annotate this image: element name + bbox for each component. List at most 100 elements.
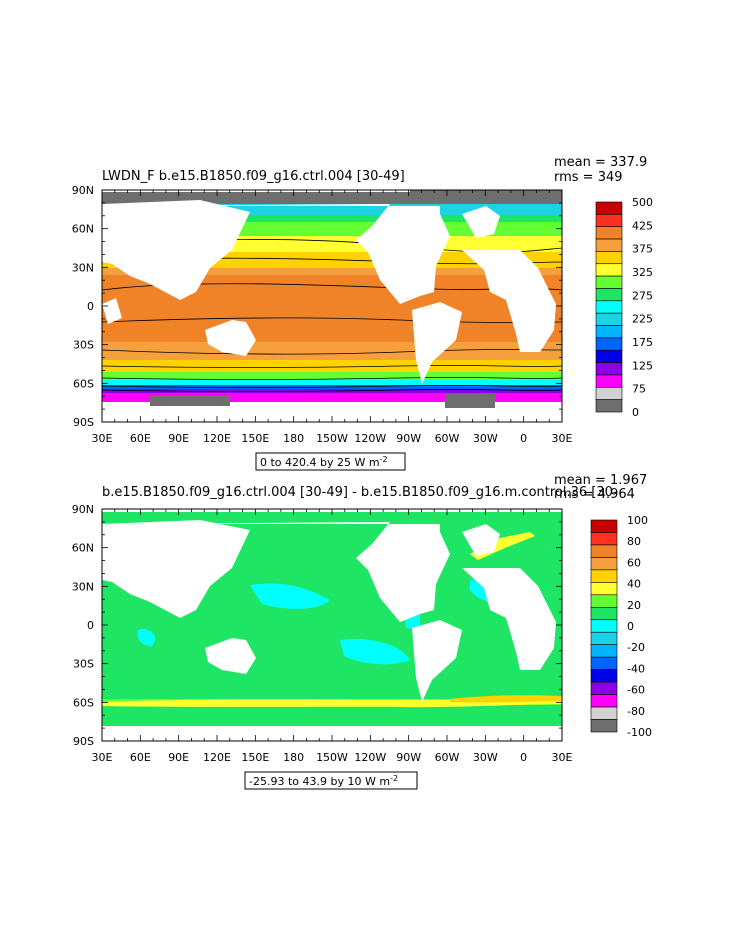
colorbar-label: 425 (632, 219, 653, 232)
colorbar-label: -80 (627, 705, 645, 718)
x-tick-label: 180 (283, 432, 304, 445)
colorbar-label: 375 (632, 243, 653, 256)
colorbar-swatch (590, 631, 618, 646)
colorbar-swatch (595, 362, 623, 376)
colorbar-swatch (590, 569, 618, 583)
colorbar-swatch (590, 669, 618, 683)
x-tick-label: 60E (130, 432, 151, 445)
panel-1-map (102, 190, 562, 422)
colorbar-label: 20 (627, 599, 641, 612)
x-tick-label: 30W (473, 751, 498, 764)
x-tick-label: 90W (396, 751, 421, 764)
colorbar-swatch (595, 325, 623, 339)
panel-2-mean: mean = 1.967 (554, 473, 647, 488)
x-tick-label: 120E (203, 432, 231, 445)
colorbar-swatch (590, 594, 618, 608)
colorbar-label: 40 (627, 578, 641, 591)
panel-1: LWDN_F b.e15.B1850.f09_g16.ctrl.004 [30-… (72, 155, 653, 471)
colorbar-swatch (590, 706, 618, 720)
x-tick-label: 180 (283, 751, 304, 764)
colorbar-label: 275 (632, 289, 653, 302)
panel-1-range-label: 0 to 420.4 by 25 W m-2 (260, 455, 388, 469)
colorbar-swatch (590, 656, 618, 670)
colorbar-swatch (595, 399, 623, 413)
panel-2-rms: rms = 4.964 (554, 487, 635, 502)
colorbar-label: 75 (632, 383, 646, 396)
colorbar-swatch (590, 694, 618, 708)
colorbar-swatch (590, 719, 618, 733)
panel-1-y-axis: 90N 60N 30N 0 30S 60S 90S (72, 184, 562, 429)
panel-2: b.e15.B1850.f09_g16.ctrl.004 [30-49] - b… (72, 473, 652, 790)
panel-1-mean: mean = 337.9 (554, 155, 647, 170)
colorbar-swatch (590, 582, 618, 596)
colorbar-label: 500 (632, 196, 653, 209)
colorbar-swatch (590, 557, 618, 571)
colorbar-label: 175 (632, 336, 653, 349)
x-tick-label: 30W (473, 432, 498, 445)
colorbar-label: 0 (632, 406, 639, 419)
panel-2-range-label: -25.93 to 43.9 by 10 W m-2 (249, 774, 398, 788)
colorbar-label: -20 (627, 641, 645, 654)
colorbar-label: -40 (627, 662, 645, 675)
colorbar-swatch (590, 681, 618, 695)
x-tick-label: 90E (168, 432, 189, 445)
colorbar-swatch (595, 214, 623, 228)
colorbar-label: 0 (627, 620, 634, 633)
x-tick-label: 120W (354, 432, 386, 445)
panel-1-colorbar: 500 425 375 325 275 225 175 125 75 0 (595, 196, 653, 419)
colorbar-swatch (590, 619, 618, 633)
colorbar-swatch (590, 606, 618, 621)
colorbar-swatch (590, 644, 618, 658)
colorbar-label: 60 (627, 556, 641, 569)
colorbar-swatch (595, 238, 623, 252)
colorbar-swatch (590, 544, 618, 558)
colorbar-swatch (595, 337, 623, 351)
colorbar-swatch (595, 312, 623, 326)
x-tick-label: 120E (203, 751, 231, 764)
x-tick-label: 60W (435, 432, 460, 445)
y-tick-label: 60S (73, 377, 94, 390)
x-tick-label: 150E (241, 432, 269, 445)
y-tick-label: 30N (72, 261, 94, 274)
colorbar-swatch (595, 251, 623, 265)
colorbar-swatch (590, 532, 618, 546)
panel-2-range-box (244, 771, 418, 790)
x-tick-label: 30E (552, 432, 573, 445)
x-tick-label: 0 (520, 751, 527, 764)
colorbar-swatch (595, 275, 623, 289)
colorbar-label: 100 (627, 514, 648, 527)
x-tick-label: 90W (396, 432, 421, 445)
colorbar-swatch (595, 201, 623, 215)
colorbar-label: 125 (632, 359, 653, 372)
y-tick-label: 60N (72, 223, 94, 236)
y-tick-label: 90S (73, 416, 94, 429)
colorbar-swatch (590, 519, 618, 533)
y-tick-label: 60S (73, 696, 94, 709)
colorbar-swatch (595, 226, 623, 240)
colorbar-swatch (595, 386, 623, 400)
panel-2-x-axis: 30E 60E 90E 120E 150E 180 150W 120W 90W 60W 30W 0 30… (92, 509, 573, 764)
x-tick-label: 30E (92, 751, 113, 764)
colorbar-label: -100 (627, 726, 652, 739)
y-tick-label: 90N (72, 184, 94, 197)
panel-1-rms: rms = 349 (554, 170, 623, 185)
x-tick-label: 150W (316, 432, 348, 445)
y-tick-label: 0 (87, 619, 94, 632)
panel-2-map (102, 509, 562, 741)
panel-1-x-axis: 30E 60E 90E 120E 150E 180 150W 120W 90W 60W 30W 0 30… (92, 190, 573, 445)
y-tick-label: 30N (72, 580, 94, 593)
colorbar-label: 225 (632, 313, 653, 326)
panel-2-colorbar: 100 80 60 40 20 0 -20 -40 -60 -80 -100 (590, 514, 652, 739)
colorbar-label: 325 (632, 266, 653, 279)
y-tick-label: 0 (87, 300, 94, 313)
x-tick-label: 0 (520, 432, 527, 445)
colorbar-swatch (595, 263, 623, 277)
panel-2-title: b.e15.B1850.f09_g16.ctrl.004 [30-49] - b… (102, 485, 618, 500)
colorbar-label: -60 (627, 684, 645, 697)
y-tick-label: 60N (72, 542, 94, 555)
panel-2-y-axis: 90N 60N 30N 0 30S 60S 90S (72, 503, 562, 748)
panel-1-range-box (255, 452, 406, 471)
y-tick-label: 30S (73, 339, 94, 352)
colorbar-swatch (595, 374, 623, 388)
